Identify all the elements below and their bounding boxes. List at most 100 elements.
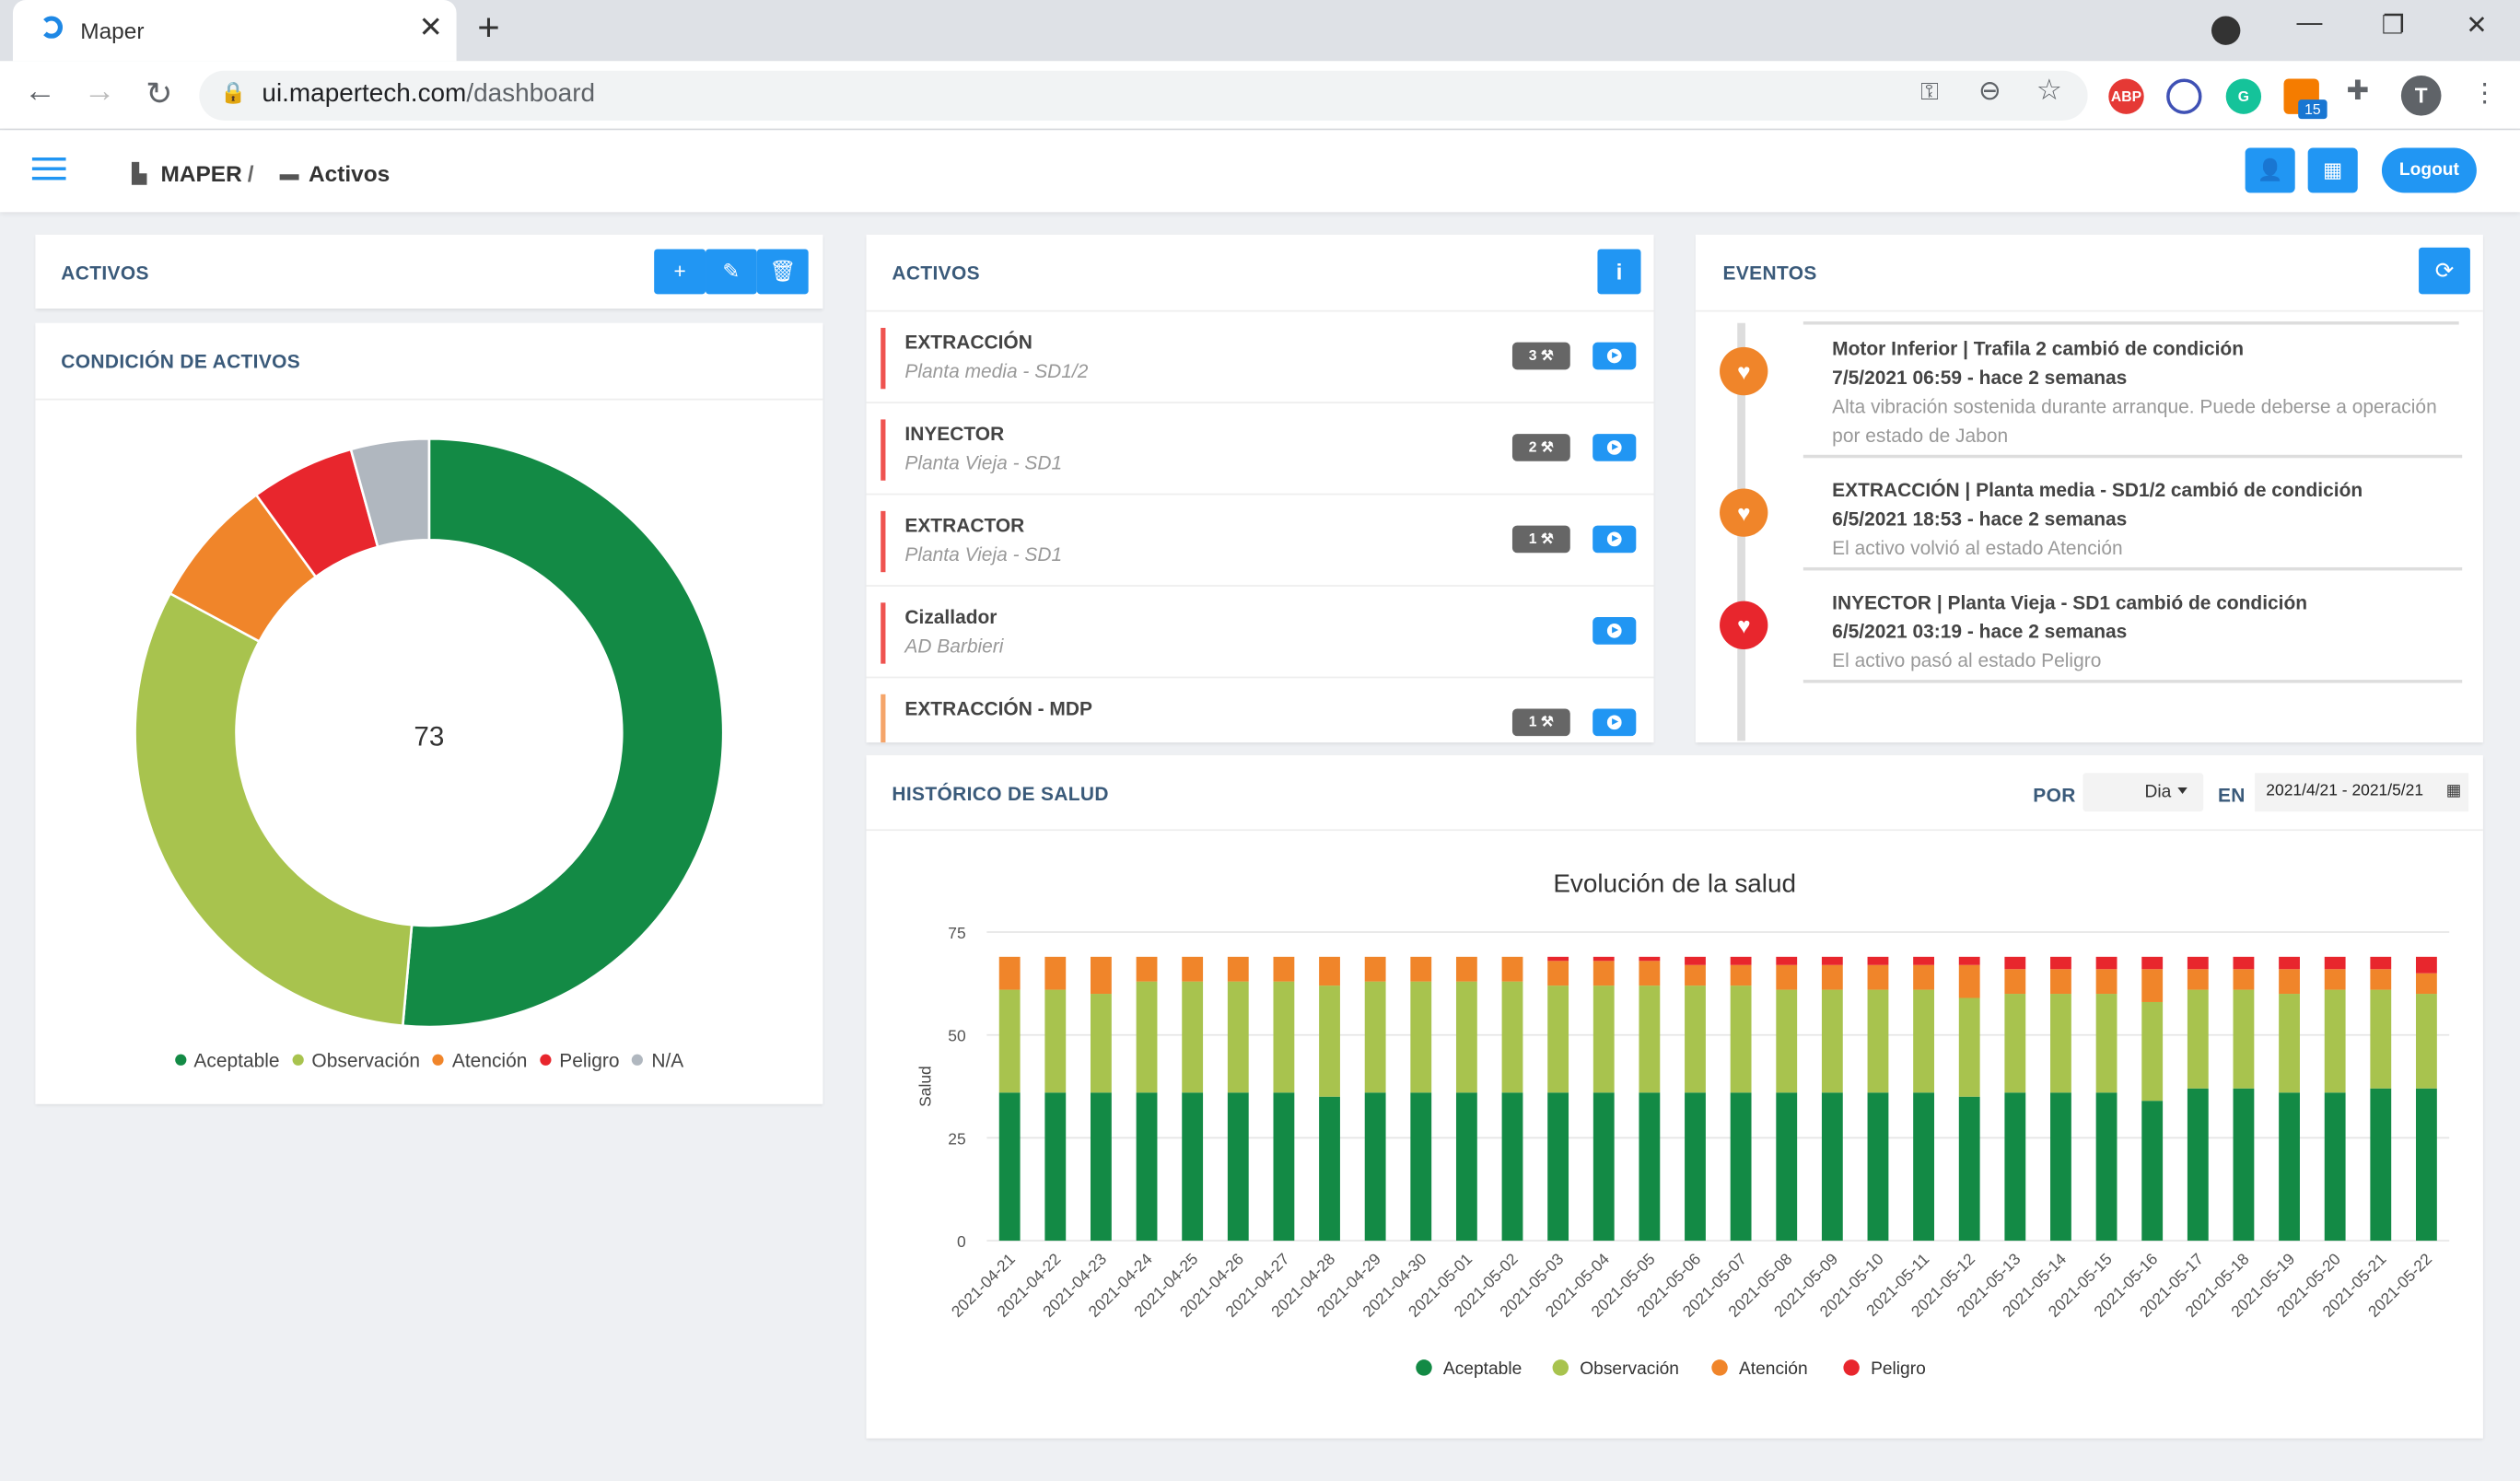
minimize-icon[interactable]: — [2296, 9, 2323, 38]
legend-item[interactable]: Peligro [540, 1049, 619, 1072]
bar-observación-2021-05-07[interactable] [1730, 985, 1752, 1093]
window-close-icon[interactable]: ✕ [2466, 12, 2488, 41]
legend-item[interactable]: N/A [632, 1049, 683, 1072]
bar-observación-2021-05-19[interactable] [2279, 994, 2300, 1093]
calendar-icon[interactable]: ▦ [2445, 782, 2462, 800]
bar-atención-2021-04-30[interactable] [1410, 956, 1432, 982]
info-button[interactable]: i [1597, 249, 1641, 295]
asset-row[interactable]: EXTRACCIÓN Planta media - SD1/2 3 ⚒ [866, 312, 1654, 403]
bar-atención-2021-05-07[interactable] [1730, 964, 1752, 986]
date-range-input[interactable]: 2021/4/21 - 2021/5/21 [2255, 773, 2469, 812]
bar-aceptable-2021-05-19[interactable] [2279, 1092, 2300, 1242]
edit-button[interactable]: ✎ [706, 249, 757, 295]
bar-atención-2021-05-04[interactable] [1592, 961, 1615, 986]
bookmark-star-icon[interactable]: ☆ [2036, 74, 2062, 107]
bar-atención-2021-05-05[interactable] [1639, 961, 1661, 986]
bar-aceptable-2021-05-16[interactable] [2141, 1101, 2164, 1242]
bar-aceptable-2021-05-05[interactable] [1639, 1092, 1661, 1242]
bar-observación-2021-05-13[interactable] [2004, 994, 2026, 1093]
bar-aceptable-2021-05-14[interactable] [2050, 1092, 2071, 1242]
bar-observación-2021-04-26[interactable] [1227, 981, 1249, 1093]
delete-button[interactable]: 🗑 [756, 249, 809, 295]
bar-aceptable-2021-05-20[interactable] [2324, 1092, 2346, 1242]
legend-item[interactable]: Aceptable [174, 1049, 280, 1072]
bar-observación-2021-04-27[interactable] [1273, 981, 1295, 1093]
bar-peligro-2021-05-14[interactable] [2050, 956, 2071, 970]
legend-label[interactable]: Peligro [1871, 1359, 1926, 1379]
bar-aceptable-2021-05-17[interactable] [2187, 1088, 2209, 1242]
browser-menu-icon[interactable]: ⋮ [2471, 80, 2498, 108]
bar-atención-2021-04-24[interactable] [1136, 956, 1158, 982]
bar-observación-2021-05-12[interactable] [1958, 997, 1980, 1097]
bar-aceptable-2021-05-09[interactable] [1821, 1092, 1843, 1242]
legend-label[interactable]: Atención [1739, 1359, 1808, 1379]
bar-peligro-2021-05-20[interactable] [2324, 956, 2346, 970]
bar-observación-2021-05-17[interactable] [2187, 989, 2209, 1089]
bar-observación-2021-05-15[interactable] [2095, 994, 2118, 1093]
bar-observación-2021-04-22[interactable] [1044, 989, 1067, 1093]
bar-aceptable-2021-05-08[interactable] [1776, 1092, 1798, 1242]
bar-atención-2021-04-23[interactable] [1091, 956, 1112, 995]
bar-atención-2021-05-10[interactable] [1867, 964, 1889, 990]
bar-atención-2021-05-16[interactable] [2141, 969, 2164, 1002]
bar-aceptable-2021-04-30[interactable] [1410, 1092, 1432, 1242]
bar-aceptable-2021-05-11[interactable] [1913, 1092, 1935, 1242]
bar-observación-2021-05-05[interactable] [1639, 985, 1661, 1093]
event-item[interactable]: EXTRACCIÓN | Planta media - SD1/2 cambió… [1802, 475, 2463, 571]
bar-aceptable-2021-05-15[interactable] [2095, 1092, 2118, 1242]
bar-aceptable-2021-05-06[interactable] [1685, 1092, 1706, 1242]
asset-row[interactable]: INYECTOR Planta Vieja - SD1 2 ⚒ [866, 403, 1654, 496]
bar-aceptable-2021-05-10[interactable] [1867, 1092, 1889, 1242]
bar-observación-2021-05-14[interactable] [2050, 994, 2071, 1093]
bar-aceptable-2021-05-03[interactable] [1547, 1092, 1569, 1242]
bar-aceptable-2021-04-27[interactable] [1273, 1092, 1295, 1242]
bar-aceptable-2021-04-29[interactable] [1364, 1092, 1386, 1242]
bar-atención-2021-05-21[interactable] [2370, 969, 2392, 990]
legend-item[interactable]: Atención [432, 1049, 527, 1072]
bar-aceptable-2021-05-02[interactable] [1501, 1092, 1523, 1242]
bar-atención-2021-04-25[interactable] [1182, 956, 1204, 982]
bar-atención-2021-05-01[interactable] [1455, 956, 1477, 982]
bar-peligro-2021-05-13[interactable] [2004, 956, 2026, 970]
legend-item[interactable]: Observación [292, 1049, 420, 1072]
legend-label[interactable]: Aceptable [1443, 1359, 1522, 1379]
bar-observación-2021-05-10[interactable] [1867, 989, 1889, 1093]
bar-atención-2021-05-03[interactable] [1547, 961, 1569, 986]
breadcrumb-maper[interactable]: MAPER [160, 160, 242, 187]
bar-peligro-2021-05-09[interactable] [1821, 956, 1843, 965]
open-asset-button[interactable] [1592, 617, 1637, 645]
bar-atención-2021-04-26[interactable] [1227, 956, 1249, 982]
bar-atención-2021-05-08[interactable] [1776, 964, 1798, 990]
bar-atención-2021-05-20[interactable] [2324, 969, 2346, 990]
bar-aceptable-2021-04-24[interactable] [1136, 1092, 1158, 1242]
bar-aceptable-2021-04-28[interactable] [1319, 1096, 1340, 1242]
bar-aceptable-2021-04-26[interactable] [1227, 1092, 1249, 1242]
bar-observación-2021-05-04[interactable] [1592, 985, 1615, 1093]
bar-observación-2021-05-11[interactable] [1913, 989, 1935, 1093]
open-asset-button[interactable] [1592, 525, 1637, 554]
zoom-icon[interactable]: ⊖ [1978, 76, 2001, 107]
work-order-badge[interactable]: 3 ⚒ [1511, 342, 1570, 370]
bar-atención-2021-05-11[interactable] [1913, 964, 1935, 990]
forward-icon[interactable]: → [83, 74, 116, 110]
breadcrumb-activos[interactable]: Activos [309, 160, 391, 187]
bar-aceptable-2021-05-21[interactable] [2370, 1088, 2392, 1242]
adblock-icon[interactable]: ABP [2108, 78, 2144, 114]
bar-atención-2021-05-17[interactable] [2187, 969, 2209, 990]
bar-observación-2021-04-21[interactable] [998, 989, 1021, 1093]
device-button[interactable]: ▦ [2307, 147, 2358, 193]
bar-aceptable-2021-04-22[interactable] [1044, 1092, 1067, 1242]
bar-peligro-2021-05-03[interactable] [1547, 956, 1569, 962]
bar-observación-2021-05-06[interactable] [1685, 985, 1706, 1093]
bar-atención-2021-04-21[interactable] [998, 956, 1021, 990]
bar-peligro-2021-05-18[interactable] [2233, 956, 2255, 970]
grammarly-icon[interactable]: G [2225, 78, 2262, 114]
donut-slice-n/a[interactable] [349, 437, 431, 549]
add-button[interactable]: + [654, 249, 706, 295]
bar-observación-2021-04-28[interactable] [1319, 985, 1340, 1097]
bar-atención-2021-04-27[interactable] [1273, 956, 1295, 982]
bar-atención-2021-05-15[interactable] [2095, 969, 2118, 995]
restore-icon[interactable]: ❐ [2381, 12, 2405, 41]
bar-atención-2021-05-22[interactable] [2416, 973, 2437, 995]
close-tab-icon[interactable]: ✕ [418, 11, 443, 44]
